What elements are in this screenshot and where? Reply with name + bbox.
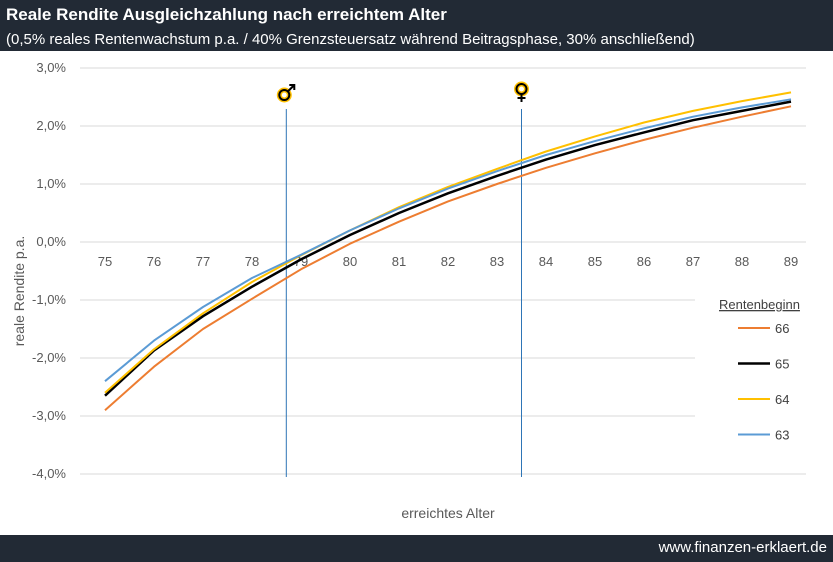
website-url: www.finanzen-erklaert.de bbox=[658, 539, 827, 556]
plot-area: 3,0% 2,0% 1,0% 0,0% -1,0% -2,0% -3,0% -4,0% 75 7… bbox=[0, 51, 833, 535]
y-tick-label: 0,0% bbox=[36, 234, 66, 249]
series-line-63 bbox=[104, 98, 792, 382]
x-tick-label: 80 bbox=[343, 254, 357, 269]
y-tick-label: -3,0% bbox=[32, 408, 66, 423]
male-symbol-icon bbox=[276, 84, 296, 103]
chart-footer: www.finanzen-erklaert.de bbox=[0, 535, 833, 562]
series-lines bbox=[104, 91, 792, 411]
x-tick-label: 83 bbox=[490, 254, 504, 269]
chart-header: Reale Rendite Ausgleichzahlung nach erre… bbox=[0, 0, 833, 51]
x-tick-label: 76 bbox=[147, 254, 161, 269]
chart-subtitle: (0,5% reales Rentenwachstum p.a. / 40% G… bbox=[6, 31, 695, 48]
x-tick-label: 78 bbox=[245, 254, 259, 269]
y-tick-label: -4,0% bbox=[32, 466, 66, 481]
x-tick-label: 87 bbox=[686, 254, 700, 269]
x-tick-label: 84 bbox=[539, 254, 553, 269]
x-axis-ticks: 75 76 77 78 79 80 81 82 83 84 85 86 87 88 89 bbox=[98, 254, 798, 269]
y-axis-ticks: 3,0% 2,0% 1,0% 0,0% -1,0% -2,0% -3,0% -4,0% bbox=[32, 60, 66, 481]
chart-title: Reale Rendite Ausgleichzahlung nach erre… bbox=[6, 5, 447, 24]
x-tick-label: 86 bbox=[637, 254, 651, 269]
x-tick-label: 81 bbox=[392, 254, 406, 269]
x-tick-label: 85 bbox=[588, 254, 602, 269]
y-tick-label: -1,0% bbox=[32, 292, 66, 307]
x-tick-label: 82 bbox=[441, 254, 455, 269]
legend-label-66: 66 bbox=[775, 321, 789, 336]
y-axis-title: reale Rendite p.a. bbox=[11, 236, 27, 347]
legend-label-63: 63 bbox=[775, 428, 789, 443]
female-symbol-icon bbox=[514, 81, 529, 102]
legend-title: Rentenbeginn bbox=[719, 297, 800, 312]
y-tick-label: 3,0% bbox=[36, 60, 66, 75]
y-tick-label: 2,0% bbox=[36, 118, 66, 133]
x-tick-label: 75 bbox=[98, 254, 112, 269]
legend-label-64: 64 bbox=[775, 392, 789, 407]
series-line-64 bbox=[104, 91, 792, 394]
x-tick-label: 89 bbox=[784, 254, 798, 269]
line-chart: 3,0% 2,0% 1,0% 0,0% -1,0% -2,0% -3,0% -4,0% 75 7… bbox=[11, 60, 807, 521]
gridlines bbox=[80, 67, 806, 475]
age-markers bbox=[276, 81, 529, 477]
series-line-65 bbox=[104, 100, 792, 397]
x-axis-title: erreichtes Alter bbox=[401, 505, 495, 521]
x-tick-label: 77 bbox=[196, 254, 210, 269]
legend: Rentenbeginn 66 65 64 63 bbox=[695, 291, 807, 461]
y-tick-label: 1,0% bbox=[36, 176, 66, 191]
y-tick-label: -2,0% bbox=[32, 350, 66, 365]
x-tick-label: 88 bbox=[735, 254, 749, 269]
series-line-66 bbox=[104, 105, 792, 411]
legend-label-65: 65 bbox=[775, 357, 789, 372]
